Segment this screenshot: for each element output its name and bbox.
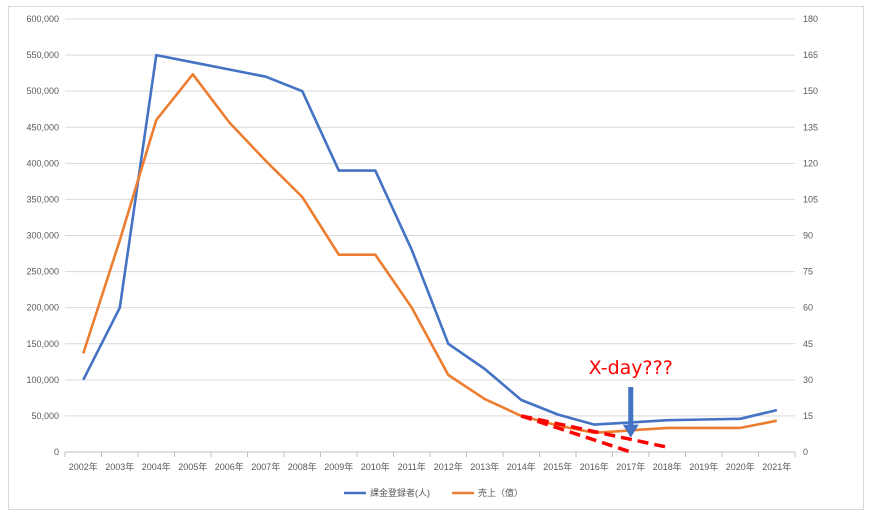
y-right-tick-label: 60 [803,303,813,313]
annotation-arrow-head [622,424,639,438]
legend: 課金登録者(人) 売上（億） [344,487,523,498]
y-left-tick-label: 600,000 [26,14,59,24]
annotations: X-day??? [589,357,673,438]
x-tick-label: 2015年 [543,461,572,472]
x-tick-label: 2006年 [215,461,244,472]
y-left-tick-label: 400,000 [26,158,59,168]
y-right-tick-label: 90 [803,231,813,241]
x-tick-label: 2017年 [616,461,645,472]
trend-lines [520,414,668,454]
series-line-2 [82,73,778,435]
y-left-tick-label: 250,000 [26,267,59,277]
series-lines [82,53,778,435]
x-tick-label: 2021年 [762,461,791,472]
x-tick-label: 2011年 [398,461,426,472]
series-line-1 [82,53,778,426]
x-tick-label: 2003年 [105,461,134,472]
y-left-tick-label: 500,000 [26,86,59,96]
x-tick-label: 2005年 [178,461,207,472]
trend-line-1 [520,414,632,454]
y-left-tick-label: 100,000 [26,375,59,385]
annotation-arrow-shaft [628,387,634,426]
right-axis-ticks: 0 15 30 45 60 75 90 105 120 135 150 165 180 [803,14,818,457]
x-tick-label: 2012年 [434,461,463,472]
y-right-tick-label: 120 [803,158,818,168]
x-axis-ticks: 2002年 2003年 2004年 2005年 2006年 2007年 2008年 2009年… [64,452,796,472]
chart-frame: 0 50,000 100,000 150,000 200,000 250,000 300,0… [8,6,864,510]
y-right-tick-label: 0 [803,447,808,457]
x-tick-label: 2004年 [142,461,171,472]
y-left-tick-label: 300,000 [26,231,59,241]
y-right-tick-label: 30 [803,375,813,385]
annotation-text: X-day??? [589,357,673,379]
y-right-tick-label: 165 [803,50,818,60]
x-tick-label: 2009年 [324,461,353,472]
x-tick-label: 2002年 [69,461,98,472]
x-tick-label: 2010年 [361,461,390,472]
line-chart: 0 50,000 100,000 150,000 200,000 250,000 300,0… [26,14,818,498]
y-left-tick-label: 200,000 [26,303,59,313]
y-left-tick-label: 150,000 [26,339,59,349]
legend-label-1: 課金登録者(人) [370,487,430,498]
x-tick-label: 2007年 [251,461,280,472]
y-left-tick-label: 50,000 [31,411,59,421]
y-right-tick-label: 15 [803,411,813,421]
legend-label-2: 売上（億） [478,487,523,498]
gridlines [65,18,795,453]
x-tick-label: 2008年 [288,461,317,472]
y-left-tick-label: 0 [54,447,59,457]
y-right-tick-label: 75 [803,267,813,277]
y-left-tick-label: 350,000 [26,194,59,204]
y-left-tick-label: 550,000 [26,50,59,60]
y-right-tick-label: 105 [803,194,818,204]
trend-line-2 [520,414,668,449]
x-tick-label: 2018年 [653,461,682,472]
x-tick-label: 2013年 [470,461,499,472]
x-tick-label: 2014年 [507,461,536,472]
y-right-tick-label: 150 [803,86,818,96]
y-right-tick-label: 45 [803,339,813,349]
y-right-tick-label: 180 [803,14,818,24]
x-tick-label: 2016年 [580,461,609,472]
x-tick-label: 2019年 [689,461,718,472]
y-right-tick-label: 135 [803,122,818,132]
x-tick-label: 2020年 [726,461,755,472]
y-left-tick-label: 450,000 [26,122,59,132]
left-axis-ticks: 0 50,000 100,000 150,000 200,000 250,000 300,0… [26,14,59,457]
